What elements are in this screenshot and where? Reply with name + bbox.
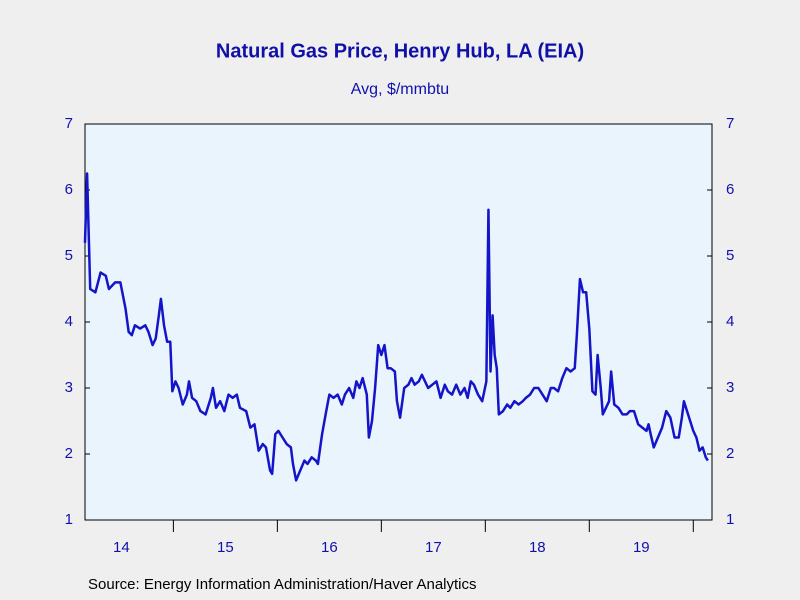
chart-title: Natural Gas Price, Henry Hub, LA (EIA) [216, 40, 584, 62]
y2-tick-label: 1 [726, 511, 734, 528]
series-line [83, 172, 709, 482]
y2-tick-label: 3 [726, 379, 734, 396]
y-tick-label: 2 [65, 445, 73, 462]
x-tick-label: 18 [529, 539, 546, 556]
x-tick-label: 16 [321, 539, 338, 556]
y-tick-label: 3 [65, 379, 73, 396]
y-tick-label: 1 [65, 511, 73, 528]
y2-tick-label: 6 [726, 181, 734, 198]
x-tick-label: 15 [217, 539, 234, 556]
y-tick-label: 7 [65, 115, 73, 132]
y-tick-label: 5 [65, 247, 73, 264]
plot-area [84, 123, 713, 521]
x-tick-label: 14 [113, 539, 130, 556]
y2-tick-label: 4 [726, 313, 734, 330]
x-tick-label: 17 [425, 539, 442, 556]
source-note: Source: Energy Information Administratio… [88, 576, 477, 593]
y2-tick-label: 7 [726, 115, 734, 132]
y-tick-label: 4 [65, 313, 73, 330]
y-tick-label: 6 [65, 181, 73, 198]
chart-subtitle: Avg, $/mmbtu [351, 81, 449, 98]
x-tick-label: 19 [633, 539, 650, 556]
y2-tick-label: 5 [726, 247, 734, 264]
y2-tick-label: 2 [726, 445, 734, 462]
